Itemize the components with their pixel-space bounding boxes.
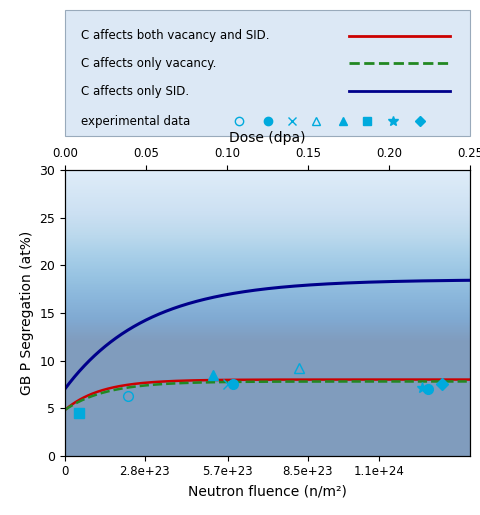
Text: C affects only vacancy.: C affects only vacancy. bbox=[81, 57, 216, 70]
FancyBboxPatch shape bbox=[65, 10, 470, 136]
X-axis label: Dose (dpa): Dose (dpa) bbox=[229, 131, 306, 145]
Text: experimental data: experimental data bbox=[81, 115, 190, 128]
Text: C affects both vacancy and SID.: C affects both vacancy and SID. bbox=[81, 29, 270, 42]
X-axis label: Neutron fluence (n/m²): Neutron fluence (n/m²) bbox=[188, 484, 347, 498]
Text: C affects only SID.: C affects only SID. bbox=[81, 84, 189, 97]
Y-axis label: GB P Segregation (at%): GB P Segregation (at%) bbox=[20, 231, 34, 395]
